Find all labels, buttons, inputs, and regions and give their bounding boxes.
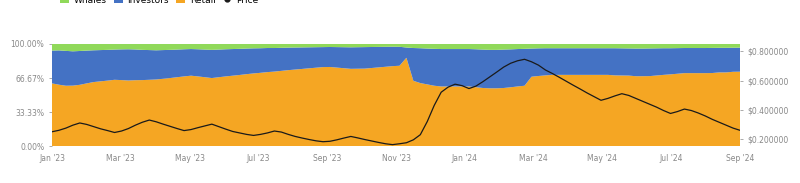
- Text: intotheʟᴏʙʟᴏɔk: intotheʟᴏʙʟᴏɔk: [326, 92, 466, 110]
- Legend: Whales, Investors, Retail, Price: Whales, Investors, Retail, Price: [57, 0, 262, 8]
